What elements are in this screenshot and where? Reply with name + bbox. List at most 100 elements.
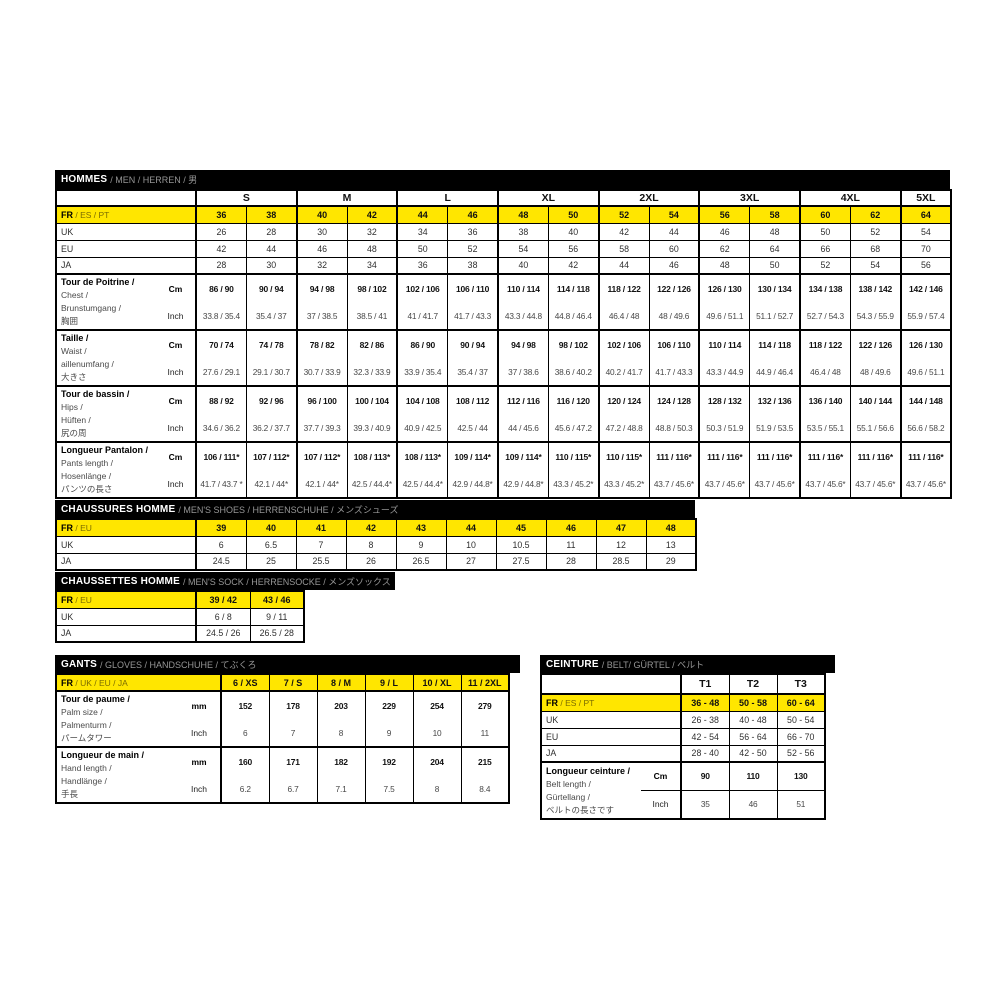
measure-label-line: 大きさ: [61, 372, 87, 382]
inch-value-cell: 46: [728, 789, 778, 820]
mm-value-cell: 204: [412, 746, 462, 775]
region-size-cell: 46: [698, 222, 751, 241]
measure-mm-row: Tour de paume / Palm size / Palmenturm / パー…: [55, 690, 510, 748]
cm-value-cell: 111 / 116*: [698, 441, 751, 470]
region-size-cell: 12: [595, 535, 647, 554]
mm-value-cell: 182: [316, 746, 366, 775]
measure-label-line: Tour de bassin /: [61, 389, 130, 399]
fr-size-cell: 7 / S: [268, 673, 318, 692]
cm-value-cell: 142 / 146: [899, 273, 952, 302]
region-size-cell: 10.5: [495, 535, 547, 554]
row-label-secondary: / ES / PT: [558, 697, 595, 708]
mm-value-cell: 178: [268, 690, 318, 719]
unit-cm-cell: Cm: [156, 273, 197, 302]
inch-value-cell: 7: [268, 719, 318, 748]
measure-label-line: Tour de Poitrine /: [61, 277, 135, 287]
gloves-title-secondary: / GLOVES / HANDSCHUHE / てぶくろ: [100, 659, 257, 670]
cm-value-cell: 90: [680, 761, 730, 791]
measure-label-line: Palmenturm /: [61, 720, 112, 730]
measure-label-line: パンツの長さ: [61, 484, 113, 494]
corner-empty-cell: [55, 189, 197, 207]
inch-value-cell: 44.8 / 46.4: [547, 302, 600, 331]
measure-label-cell: Longueur ceinture / Belt length / Gürtella…: [540, 761, 641, 820]
measure-label-cell: Taille / Waist / aillenumfang / 大きさ: [55, 329, 156, 387]
cm-value-cell: 88 / 92: [194, 385, 247, 414]
belt-table: T1 T2 T3 FR / ES / PT 36 - 48 50 - 58 60 - 64 U…: [540, 673, 826, 820]
cm-value-cell: 70 / 74: [194, 329, 247, 358]
cm-value-cell: 144 / 148: [899, 385, 952, 414]
measure-label-line: Hosenlänge /: [61, 471, 112, 481]
cm-value-cell: 102 / 106: [396, 273, 449, 302]
cm-value-cell: 108 / 112: [447, 385, 499, 414]
inch-value-cell: 41.7 / 43.7 *: [194, 470, 247, 499]
cm-value-cell: 110 / 114: [698, 329, 751, 358]
group-row: S M L XL 2XL 3XL 4XL 5XL: [55, 189, 952, 207]
inch-value-cell: 35.4 / 37: [447, 358, 499, 387]
inch-value-cell: 42.9 / 44.8*: [447, 470, 499, 499]
measure-label-line: aillenumfang /: [61, 359, 114, 369]
cm-value-cell: 107 / 112*: [295, 441, 348, 470]
socks-title-primary: CHAUSSETTES HOMME: [61, 575, 180, 587]
unit-cm-cell: Cm: [641, 761, 682, 791]
cm-value-cell: 126 / 130: [698, 273, 751, 302]
unit-cm-cell: Cm: [156, 441, 197, 470]
region-size-cell: 11: [545, 535, 597, 554]
group-header-cell: 3XL: [698, 189, 801, 207]
group-header-cell: 4XL: [799, 189, 902, 207]
group-header-cell: XL: [497, 189, 600, 207]
region-row-label: UK: [55, 535, 197, 554]
inch-value-cell: 38.5 / 41: [346, 302, 398, 331]
cm-value-cell: 124 / 128: [648, 385, 700, 414]
measure-inch-row: Inch 6 7 8 9 10 11: [56, 719, 510, 748]
inch-value-cell: 44 / 45.6: [496, 414, 549, 443]
fr-size-cell: 46: [447, 205, 499, 224]
measure-label-line: Belt length /: [546, 778, 591, 789]
measure-inch-row: Inch 34.6 / 36.2 36.2 / 37.7 37.7 / 39.3 39.…: [56, 414, 952, 443]
row-label-secondary: / EU: [73, 522, 92, 533]
measure-label-cell: Tour de paume / Palm size / Palmenturm / パー…: [55, 690, 178, 748]
inch-value-cell: 33.8 / 35.4: [194, 302, 247, 331]
region-size-cell: 30: [295, 222, 348, 241]
inch-value-cell: 48.8 / 50.3: [648, 414, 700, 443]
inch-value-cell: 37 / 38.6: [496, 358, 549, 387]
row-label-secondary: / ES / PT: [73, 209, 110, 220]
fr-row-label: FR / ES / PT: [55, 205, 197, 224]
measure-label-cell: Longueur de main / Hand length / Handlänge…: [55, 746, 178, 804]
cm-value-cell: 102 / 106: [597, 329, 650, 358]
cm-value-cell: 110 / 114: [496, 273, 549, 302]
fr-size-cell: 43 / 46: [249, 590, 305, 609]
region-size-cell: 48: [346, 239, 398, 258]
measure-cm-row: Longueur ceinture / Belt length / Gürtella…: [540, 761, 826, 820]
measure-inch-row: Inch 6.2 6.7 7.1 7.5 8 8.4: [56, 775, 510, 804]
measure-cm-row: Tour de Poitrine / Chest / Brunstumgang / 胸…: [55, 273, 952, 331]
measure-label-line: 手長: [61, 789, 79, 799]
measure-label-line: Longueur de main /: [61, 750, 145, 760]
region-size-cell: 70: [899, 239, 952, 258]
cm-value-cell: 78 / 82: [295, 329, 348, 358]
inch-value-cell: 11: [460, 719, 510, 748]
measure-label-cell: Tour de Poitrine / Chest / Brunstumgang / 胸…: [55, 273, 156, 331]
cm-value-cell: 116 / 120: [547, 385, 600, 414]
region-size-cell: 28 - 40: [680, 744, 730, 763]
inch-value-cell: 40.2 / 41.7: [597, 358, 650, 387]
inch-value-cell: 43.3 / 45.2*: [547, 470, 600, 499]
fr-size-cell: 44: [396, 205, 449, 224]
measure-label-line: Handlänge /: [61, 776, 107, 786]
inch-value-cell: 37.7 / 39.3: [295, 414, 348, 443]
region-size-cell: 50: [749, 256, 801, 275]
inch-value-cell: 43.7 / 45.6*: [648, 470, 700, 499]
cm-value-cell: 74 / 78: [245, 329, 298, 358]
group-header-cell: M: [295, 189, 398, 207]
inch-value-cell: 42.5 / 44.4*: [396, 470, 449, 499]
belt-size-header-cell: T3: [776, 673, 826, 695]
cm-value-cell: 111 / 116*: [799, 441, 851, 470]
fr-size-cell: 60 - 64: [776, 693, 826, 712]
inch-value-cell: 43.3 / 44.8: [496, 302, 549, 331]
region-row-label: JA: [55, 624, 197, 643]
cm-value-cell: 94 / 98: [496, 329, 549, 358]
region-size-cell: 52 - 56: [776, 744, 826, 763]
region-size-cell: 48: [749, 222, 801, 241]
region-size-cell: 50 - 54: [776, 710, 826, 729]
